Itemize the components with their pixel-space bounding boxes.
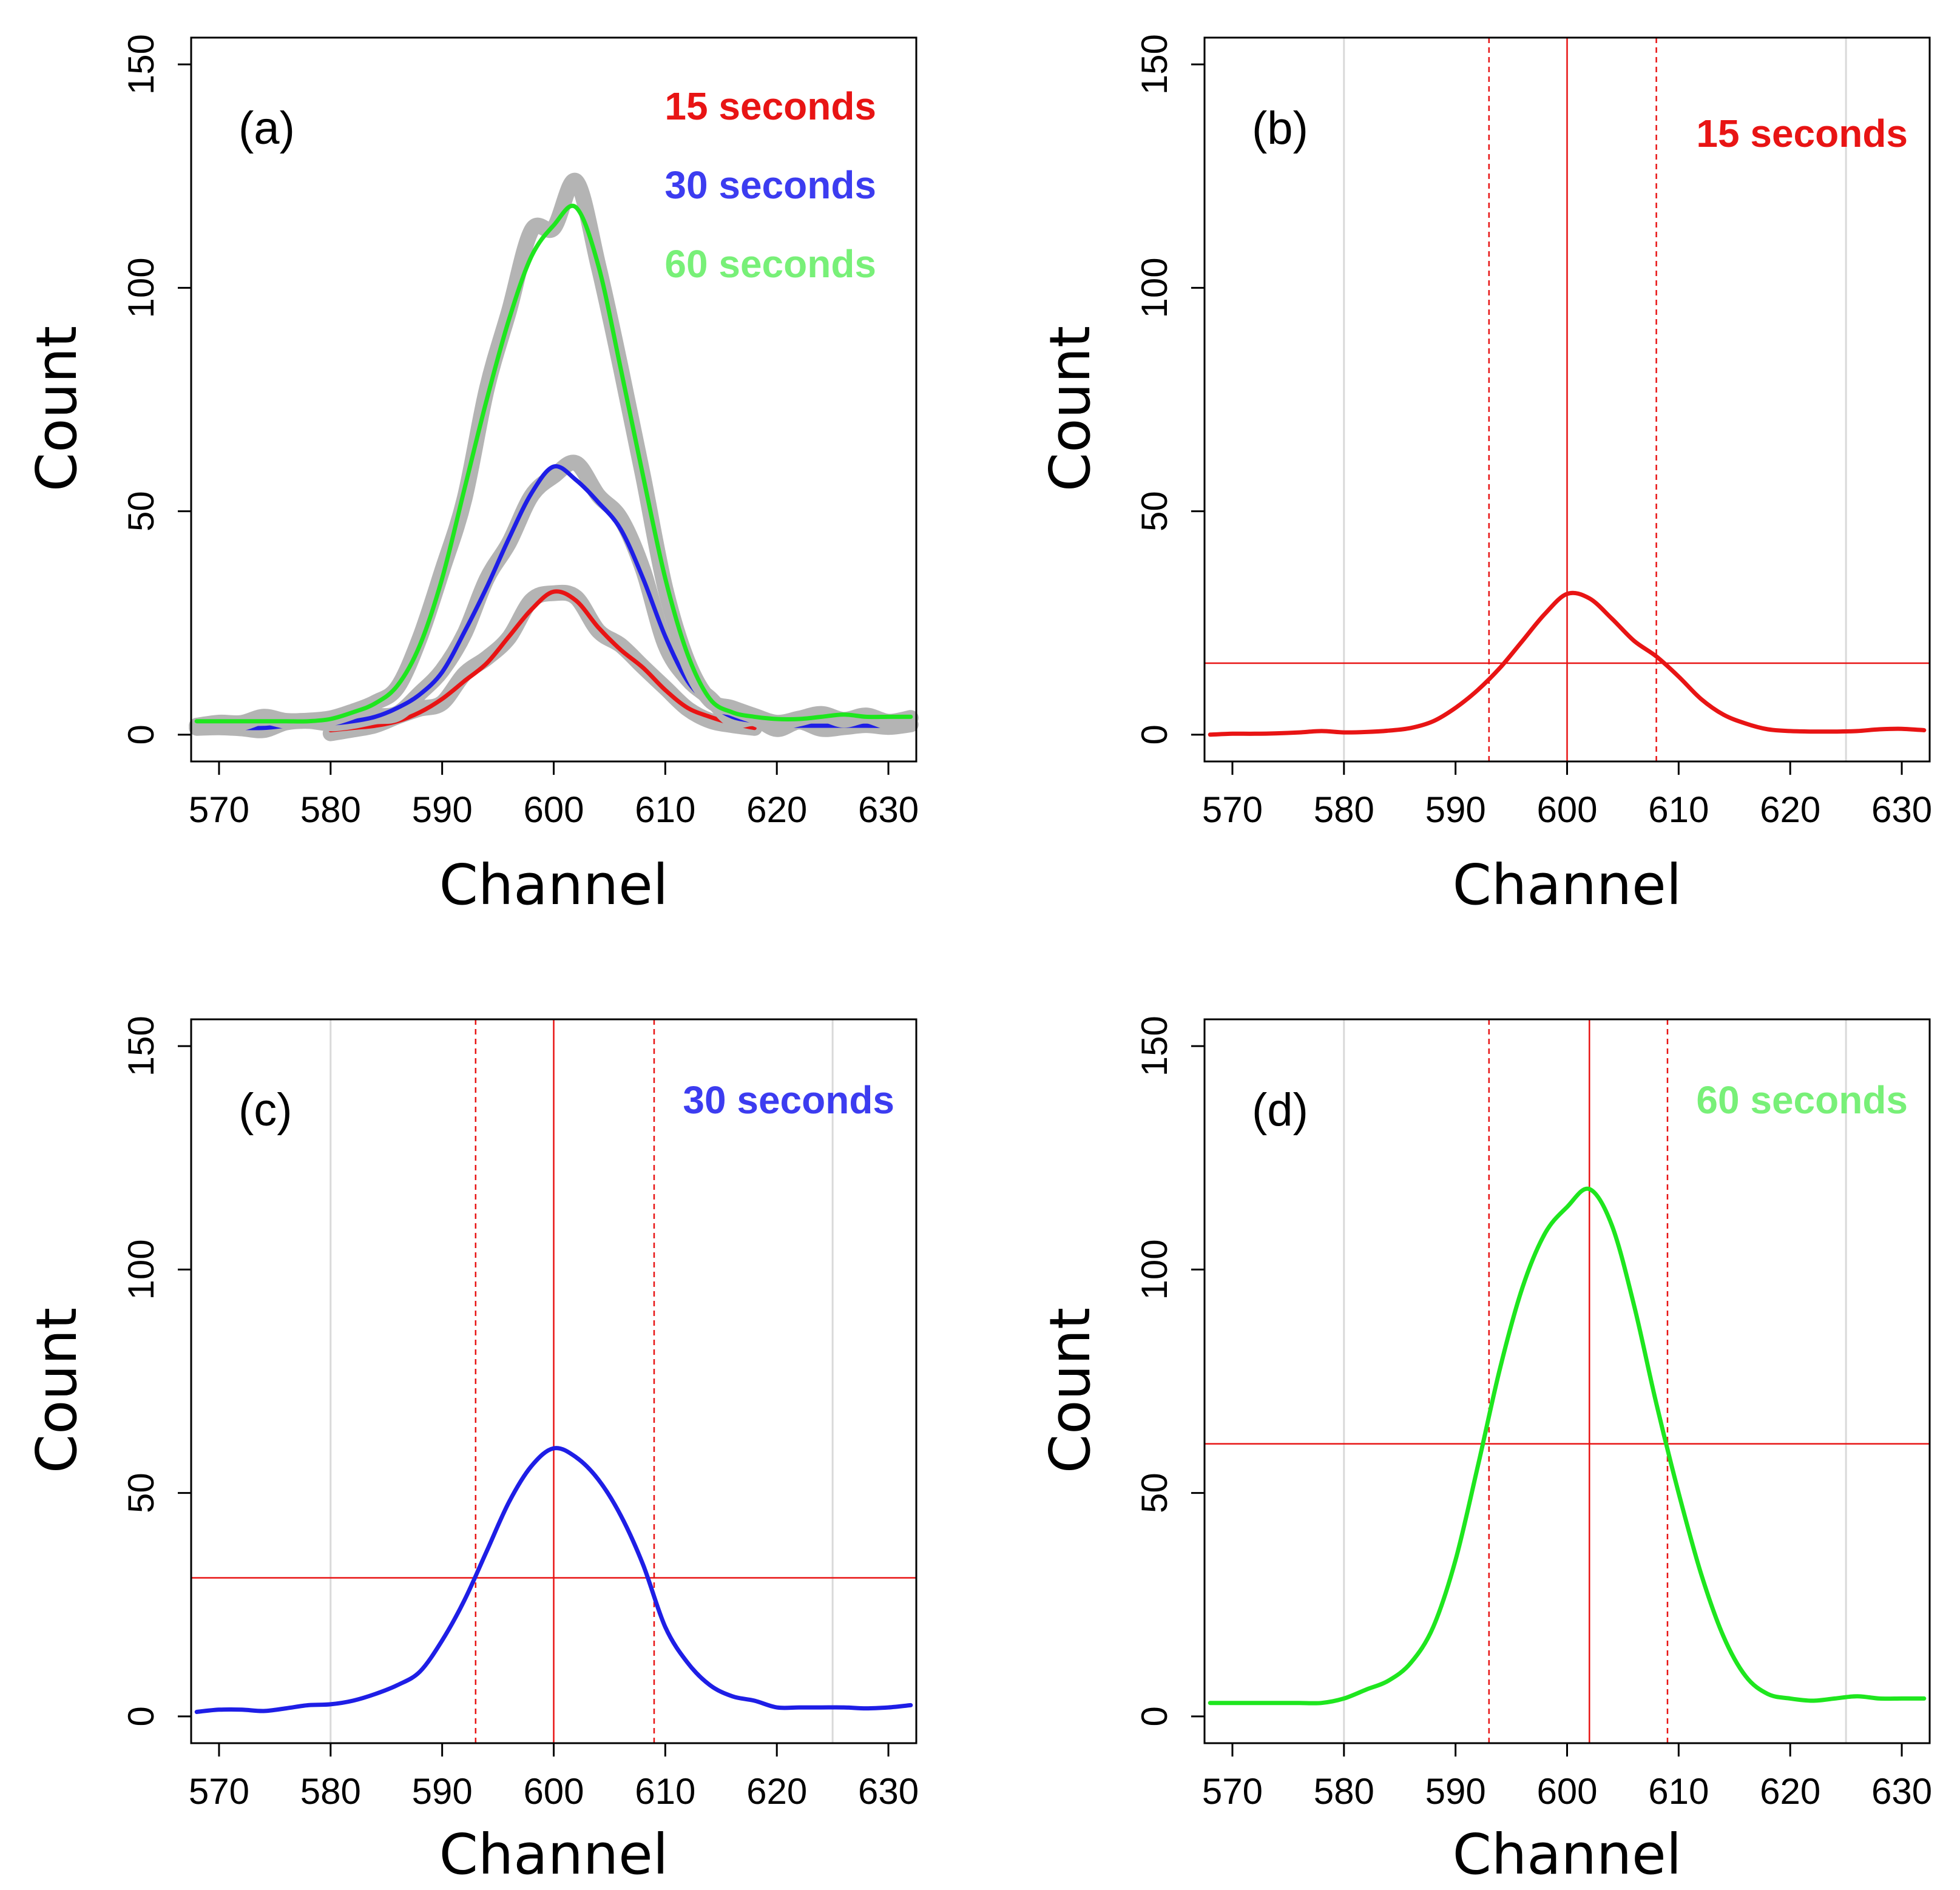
x-tick-label-630: 630: [858, 1771, 919, 1812]
x-tick-label-630: 630: [1871, 1771, 1932, 1812]
y-tick-label-100: 100: [121, 1239, 161, 1300]
x-tick-label-570: 570: [189, 1771, 249, 1812]
x-tick-label-580: 580: [1314, 789, 1374, 830]
x-tick-label-620: 620: [746, 789, 807, 830]
y-tick-label-50: 50: [1134, 491, 1175, 532]
panel-label: (d): [1252, 1084, 1308, 1136]
x-tick-label-630: 630: [1871, 789, 1932, 830]
x-tick-label-620: 620: [1760, 1771, 1820, 1812]
legend-entry-15-seconds: 15 seconds: [664, 84, 876, 128]
x-tick-label-610: 610: [635, 789, 695, 830]
panel-b: 570 580 590 600 610 620 630 0 50 100 150 Channel Cou…: [1038, 34, 1932, 917]
x-axis-title: Channel: [1453, 852, 1682, 917]
y-tick-label-150: 150: [1134, 1016, 1175, 1076]
x-tick-label-600: 600: [1536, 1771, 1597, 1812]
x-tick-label-610: 610: [635, 1771, 695, 1812]
x-tick-label-630: 630: [858, 789, 919, 830]
x-tick-label-590: 590: [412, 1771, 473, 1812]
panel-label: (c): [238, 1084, 292, 1136]
x-tick-label-590: 590: [1425, 1771, 1486, 1812]
legend-entry-60-seconds: 60 seconds: [1696, 1078, 1908, 1122]
y-tick-label-100: 100: [1134, 257, 1175, 318]
panel-label: (a): [238, 103, 295, 154]
y-tick-label-150: 150: [121, 1016, 161, 1076]
x-axis-title: Channel: [1453, 1822, 1682, 1887]
y-tick-label-50: 50: [121, 1473, 161, 1513]
y-tick-label-0: 0: [1134, 1706, 1175, 1726]
x-tick-label-590: 590: [412, 789, 473, 830]
y-tick-label-150: 150: [1134, 34, 1175, 95]
x-tick-label-580: 580: [300, 1771, 361, 1812]
series-line-60-seconds: [1208, 1186, 1927, 1706]
plot-frame: [1203, 1018, 1931, 1744]
y-tick-label-150: 150: [121, 34, 161, 95]
series-line-15-seconds: [1208, 590, 1927, 737]
series-line-60-seconds: [194, 203, 913, 724]
y-tick-label-0: 0: [121, 724, 161, 744]
legend-entry-60-seconds: 60 seconds: [664, 242, 876, 286]
y-tick-label-0: 0: [1134, 724, 1175, 744]
x-tick-label-570: 570: [1202, 789, 1263, 830]
x-tick-label-610: 610: [1648, 1771, 1709, 1812]
legend-entry-30-seconds: 30 seconds: [683, 1078, 894, 1122]
legend-entry-15-seconds: 15 seconds: [1696, 112, 1908, 155]
x-tick-label-580: 580: [300, 789, 361, 830]
x-tick-label-600: 600: [523, 1771, 584, 1812]
series-line-30-seconds: [194, 1446, 913, 1714]
y-axis-title: Count: [1038, 1308, 1103, 1473]
x-tick-label-610: 610: [1648, 789, 1709, 830]
x-tick-label-580: 580: [1314, 1771, 1374, 1812]
y-axis-title: Count: [1038, 326, 1103, 491]
panel-label: (b): [1252, 103, 1308, 154]
x-tick-label-620: 620: [1760, 789, 1820, 830]
panel-c: 570 580 590 600 610 620 630 0 50 100 150 Channel Cou…: [24, 1016, 919, 1887]
y-tick-label-50: 50: [1134, 1473, 1175, 1513]
y-tick-label-100: 100: [121, 257, 161, 318]
x-tick-label-600: 600: [1536, 789, 1597, 830]
y-tick-label-0: 0: [121, 1706, 161, 1726]
x-tick-label-570: 570: [1202, 1771, 1263, 1812]
x-tick-label-590: 590: [1425, 789, 1486, 830]
panel-a: 570 580 590 600 610 620 630 0 50 100 150 Channel Cou…: [24, 34, 919, 917]
x-tick-label-600: 600: [523, 789, 584, 830]
y-axis-title: Count: [24, 1308, 89, 1473]
x-tick-label-620: 620: [746, 1771, 807, 1812]
plot-frame: [190, 36, 917, 763]
x-axis-title: Channel: [439, 1822, 669, 1887]
legend-entry-30-seconds: 30 seconds: [664, 163, 876, 207]
x-tick-label-570: 570: [189, 789, 249, 830]
x-axis-title: Channel: [439, 852, 669, 917]
panel-d: 570 580 590 600 610 620 630 0 50 100 150 Channel Cou…: [1038, 1016, 1932, 1887]
y-tick-label-50: 50: [121, 491, 161, 532]
y-tick-label-100: 100: [1134, 1239, 1175, 1300]
y-axis-title: Count: [24, 326, 89, 491]
